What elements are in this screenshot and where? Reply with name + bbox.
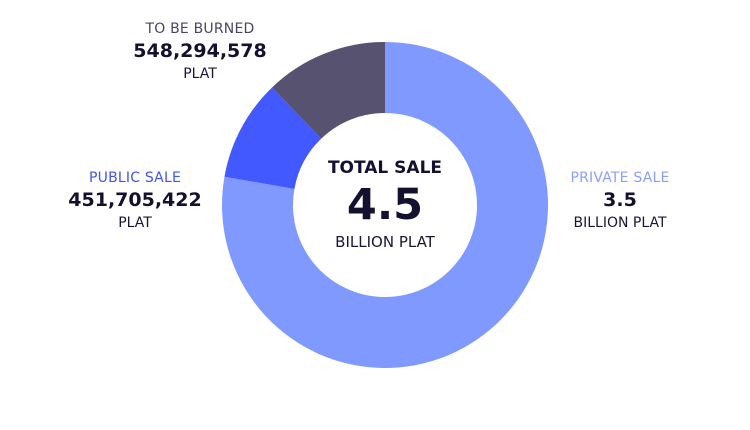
public-sale-name: PUBLIC SALE <box>88 170 182 186</box>
public-sale-unit: PLAT <box>118 215 152 231</box>
to-be-burned-name: TO BE BURNED <box>145 21 255 37</box>
slice-private-sale <box>221 42 549 368</box>
total-sale-unit: BILLION PLAT <box>335 233 435 251</box>
slice-to-be-burned <box>272 42 385 139</box>
label-to-be-burned: TO BE BURNED 548,294,578 PLAT <box>125 20 275 84</box>
to-be-burned-unit: PLAT <box>183 66 217 82</box>
to-be-burned-value: 548,294,578 <box>133 40 267 62</box>
donut-center-summary: TOTAL SALE 4.5 BILLION PLAT <box>310 157 460 253</box>
public-sale-value: 451,705,422 <box>68 189 202 211</box>
label-private-sale: PRIVATE SALE 3.5 BILLION PLAT <box>540 169 700 233</box>
private-sale-value: 3.5 <box>603 189 637 211</box>
total-sale-value: 4.5 <box>346 180 424 230</box>
slice-public-sale <box>224 87 322 190</box>
label-public-sale: PUBLIC SALE 451,705,422 PLAT <box>60 169 210 233</box>
total-sale-title: TOTAL SALE <box>327 158 443 178</box>
private-sale-name: PRIVATE SALE <box>570 170 670 186</box>
private-sale-unit: BILLION PLAT <box>573 215 667 231</box>
